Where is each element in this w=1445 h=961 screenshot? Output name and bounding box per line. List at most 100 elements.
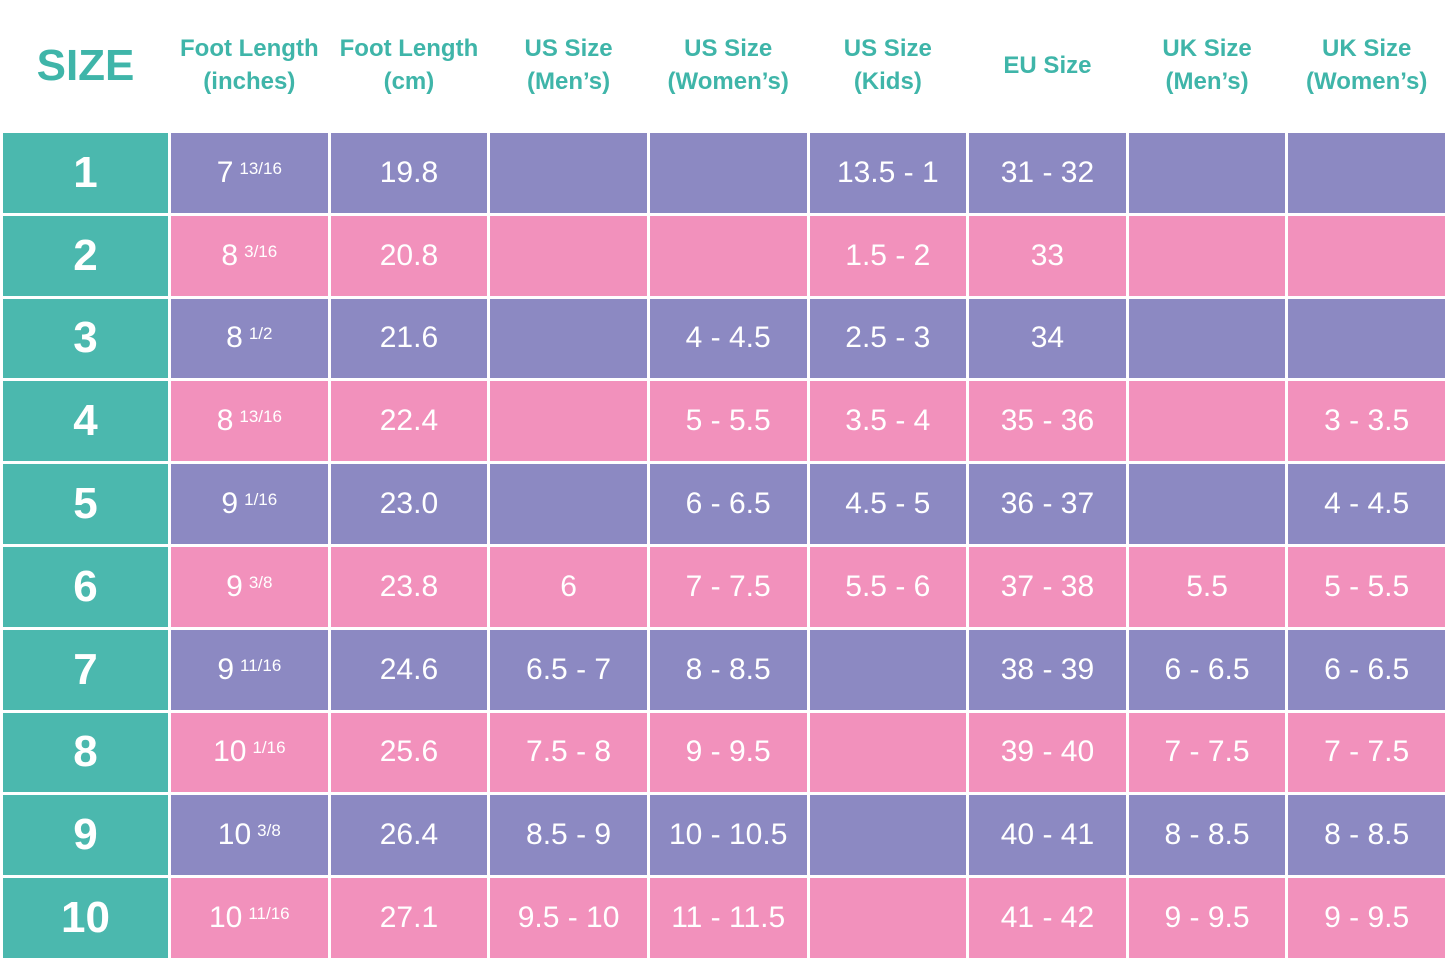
- header-line: US Size: [843, 35, 932, 62]
- empty-cell: [1128, 464, 1286, 544]
- table-cell: 6.5 - 7: [490, 629, 647, 710]
- whole-inches: 10: [213, 735, 247, 769]
- column-header: UK Size (Women’s): [1288, 0, 1445, 130]
- table-cell: 6: [490, 547, 647, 627]
- whole-inches: 9: [226, 569, 243, 603]
- fraction-inches: 13/16: [239, 158, 282, 178]
- empty-cell: [490, 298, 647, 379]
- header-line: (Women’s): [1306, 68, 1428, 95]
- whole-inches: 8: [221, 238, 239, 272]
- table-cell: 6 - 6.5: [1288, 629, 1445, 710]
- header-line: EU Size: [1003, 51, 1092, 79]
- table-cell: 8 - 8.5: [649, 629, 807, 710]
- fraction-inches: 1/2: [248, 324, 273, 344]
- table-cell: 36 - 37: [969, 464, 1126, 544]
- fraction-inches: 1/16: [244, 490, 278, 510]
- table-cell: 27.1: [330, 878, 488, 958]
- size-cell: 4: [3, 381, 168, 462]
- column-header: US Size (Women’s): [650, 0, 807, 130]
- size-cell: 10: [3, 878, 168, 958]
- header-line: SIZE: [36, 40, 135, 90]
- empty-cell: [1128, 133, 1286, 213]
- whole-inches: 8: [216, 404, 234, 438]
- table-cell: 9 - 9.5: [1288, 878, 1445, 958]
- table-cell: 2.5 - 3: [809, 298, 967, 379]
- table-cell: 26.4: [330, 795, 488, 876]
- table-cell: 9 1/16: [171, 464, 328, 544]
- table-cell: 7 - 7.5: [1128, 712, 1286, 793]
- fraction-inches: 11/16: [248, 904, 290, 924]
- table-cell: 37 - 38: [969, 547, 1126, 627]
- table-cell: 9.5 - 10: [490, 878, 647, 958]
- table-cell: 3.5 - 4: [809, 381, 967, 462]
- fraction-inches: 3/8: [248, 572, 273, 592]
- column-header: US Size (Kids): [810, 0, 967, 130]
- table-cell: 9 - 9.5: [649, 712, 807, 793]
- fraction-inches: 3/16: [244, 241, 278, 261]
- table-cell: 5.5 - 6: [809, 547, 967, 627]
- table-cell: 8 13/16: [171, 381, 328, 462]
- empty-cell: [1288, 133, 1445, 213]
- table-cell: 8 - 8.5: [1128, 795, 1286, 876]
- size-cell: 9: [3, 795, 168, 876]
- column-header: Foot Length (cm): [331, 0, 488, 130]
- table-cell: 19.8: [330, 133, 488, 213]
- header-line: (Men’s): [1165, 68, 1249, 95]
- size-cell: 8: [3, 712, 168, 793]
- header-line: UK Size: [1322, 35, 1412, 62]
- table-cell: 7 - 7.5: [649, 547, 807, 627]
- table-cell: 35 - 36: [969, 381, 1126, 462]
- table-cell: 21.6: [330, 298, 488, 379]
- table-cell: 8 3/16: [171, 215, 328, 296]
- column-header: EU Size: [969, 0, 1126, 130]
- empty-cell: [490, 464, 647, 544]
- size-cell: 3: [3, 298, 168, 379]
- table-cell: 7 13/16: [171, 133, 328, 213]
- table-cell: 23.0: [330, 464, 488, 544]
- table-cell: 13.5 - 1: [809, 133, 967, 213]
- table-cell: 5.5: [1128, 547, 1286, 627]
- table-cell: 6 - 6.5: [649, 464, 807, 544]
- empty-cell: [649, 133, 807, 213]
- table-cell: 9 3/8: [171, 547, 328, 627]
- table-cell: 22.4: [330, 381, 488, 462]
- header-line: Foot Length: [339, 35, 479, 62]
- empty-cell: [1288, 298, 1445, 379]
- header-line: (Men’s): [527, 68, 611, 95]
- size-cell: 5: [3, 464, 168, 544]
- empty-cell: [809, 629, 967, 710]
- table-cell: 10 11/16: [171, 878, 328, 958]
- table-cell: 9 - 9.5: [1128, 878, 1286, 958]
- table-cell: 34: [969, 298, 1126, 379]
- header-line: (Women’s): [667, 68, 789, 95]
- header-line: UK Size: [1162, 35, 1252, 62]
- empty-cell: [809, 795, 967, 876]
- empty-cell: [1128, 298, 1286, 379]
- whole-inches: 10: [217, 818, 252, 852]
- header-line: US Size: [524, 35, 613, 62]
- whole-inches: 7: [216, 155, 234, 189]
- table-cell: 6 - 6.5: [1128, 629, 1286, 710]
- table-cell: 10 - 10.5: [649, 795, 807, 876]
- table-cell: 31 - 32: [969, 133, 1126, 213]
- header-line: (cm): [383, 68, 435, 95]
- table-cell: 10 3/8: [171, 795, 328, 876]
- header-line: US Size: [684, 35, 773, 62]
- table-cell: 23.8: [330, 547, 488, 627]
- table-cell: 7 - 7.5: [1288, 712, 1445, 793]
- table-cell: 7.5 - 8: [490, 712, 647, 793]
- table-cell: 24.6: [330, 629, 488, 710]
- table-cell: 39 - 40: [969, 712, 1126, 793]
- header-line: Foot Length: [180, 35, 319, 62]
- column-header: Foot Length (inches): [171, 0, 328, 130]
- column-header: UK Size (Men’s): [1129, 0, 1286, 130]
- table-cell: 4.5 - 5: [809, 464, 967, 544]
- fraction-inches: 1/16: [252, 738, 286, 758]
- table-cell: 4 - 4.5: [1288, 464, 1445, 544]
- table-cell: 10 1/16: [171, 712, 328, 793]
- fraction-inches: 13/16: [239, 407, 282, 427]
- table-cell: 1.5 - 2: [809, 215, 967, 296]
- header-line: (Kids): [853, 68, 922, 95]
- column-header: SIZE: [3, 0, 168, 130]
